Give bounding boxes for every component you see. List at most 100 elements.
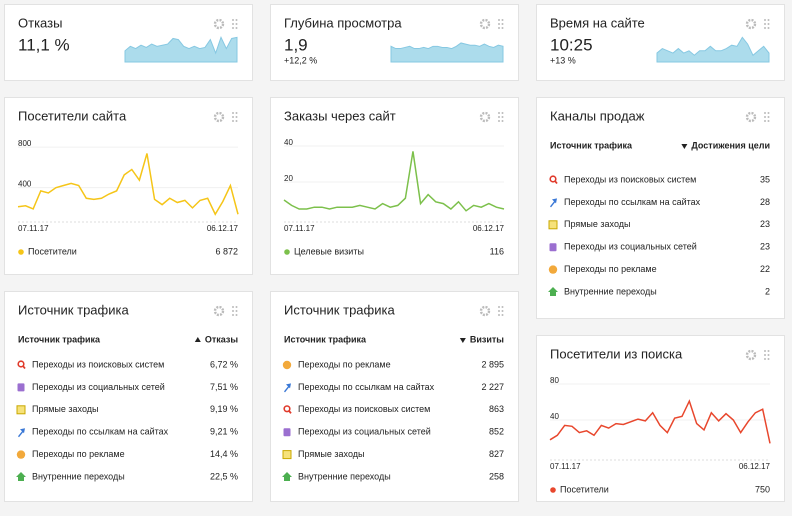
drag-handle[interactable]: [501, 19, 504, 21]
drag-handle[interactable]: [498, 23, 500, 25]
legend-dot: [284, 249, 290, 255]
drag-handle[interactable]: [498, 120, 500, 122]
drag-handle[interactable]: [498, 116, 500, 118]
drag-handle[interactable]: [232, 27, 234, 29]
drag-handle[interactable]: [501, 120, 504, 122]
drag-handle[interactable]: [232, 116, 234, 118]
icon-internal: [282, 472, 292, 481]
card: [4, 291, 253, 502]
icon-internal: [548, 287, 558, 296]
drag-handle[interactable]: [235, 310, 238, 312]
row-label: Прямые заходы: [32, 404, 98, 414]
drag-handle[interactable]: [767, 120, 770, 122]
column-header: Визиты: [470, 334, 504, 344]
row-value: 23: [760, 242, 770, 252]
x-tick-label: 07.11.17: [284, 224, 315, 233]
drag-handle[interactable]: [498, 314, 500, 316]
drag-handle[interactable]: [232, 23, 234, 25]
legend-label: Целевые визиты: [294, 246, 364, 256]
drag-handle[interactable]: [501, 23, 504, 25]
sort-arrow[interactable]: [194, 337, 201, 342]
drag-handle[interactable]: [764, 19, 766, 21]
drag-handle[interactable]: [501, 306, 504, 308]
sort-arrow[interactable]: [459, 338, 466, 343]
drag-handle[interactable]: [498, 306, 500, 308]
drag-handle[interactable]: [235, 27, 238, 29]
icon-search: [17, 360, 25, 368]
row-label: Переходы по рекламе: [298, 359, 391, 369]
drag-handle[interactable]: [232, 19, 234, 21]
drag-handle[interactable]: [767, 350, 770, 352]
legend-total: 6 872: [215, 246, 238, 256]
drag-handle[interactable]: [764, 27, 766, 29]
drag-handle[interactable]: [764, 354, 766, 356]
drag-handle[interactable]: [232, 112, 234, 114]
drag-handle[interactable]: [235, 314, 238, 316]
drag-handle[interactable]: [232, 120, 234, 122]
row-label: Прямые заходы: [298, 449, 364, 459]
settings-icon[interactable]: [479, 305, 491, 317]
drag-handle[interactable]: [498, 112, 500, 114]
drag-handle[interactable]: [764, 116, 766, 118]
drag-handle[interactable]: [767, 354, 770, 356]
card: [270, 291, 519, 502]
row-label: Переходы из социальных сетей: [564, 242, 697, 252]
drag-handle[interactable]: [764, 112, 766, 114]
drag-handle[interactable]: [501, 112, 504, 114]
drag-handle[interactable]: [235, 120, 238, 122]
drag-handle[interactable]: [764, 350, 766, 352]
drag-handle[interactable]: [501, 314, 504, 316]
card-title: Источник трафика: [18, 302, 129, 317]
column-header: Отказы: [205, 334, 239, 344]
drag-handle[interactable]: [767, 23, 770, 25]
drag-handle[interactable]: [235, 116, 238, 118]
row-value: 9,19 %: [210, 404, 238, 414]
drag-handle[interactable]: [767, 27, 770, 29]
row-value: 22: [760, 264, 770, 274]
drag-handle[interactable]: [235, 23, 238, 25]
icon-direct: [282, 450, 292, 460]
settings-icon[interactable]: [213, 111, 225, 123]
icon-direct: [16, 405, 26, 415]
row-value: 2: [765, 286, 770, 296]
y-tick-label: 80: [550, 376, 559, 385]
drag-handle[interactable]: [232, 314, 234, 316]
row-value: 14,4 %: [210, 449, 238, 459]
drag-handle[interactable]: [498, 310, 500, 312]
drag-handle[interactable]: [235, 112, 238, 114]
row-value: 28: [760, 197, 770, 207]
icon-link: [18, 428, 25, 438]
drag-handle[interactable]: [767, 19, 770, 21]
drag-handle[interactable]: [767, 112, 770, 114]
settings-icon[interactable]: [213, 305, 225, 317]
row-label: Переходы по ссылкам на сайтах: [564, 197, 701, 207]
settings-icon[interactable]: [213, 18, 225, 30]
drag-handle[interactable]: [498, 27, 500, 29]
settings-icon[interactable]: [745, 349, 757, 361]
settings-icon[interactable]: [479, 18, 491, 30]
drag-handle[interactable]: [501, 310, 504, 312]
drag-handle[interactable]: [501, 27, 504, 29]
settings-icon[interactable]: [745, 18, 757, 30]
drag-handle[interactable]: [501, 116, 504, 118]
drag-handle[interactable]: [767, 358, 770, 360]
drag-handle[interactable]: [498, 19, 500, 21]
row-label: Переходы из социальных сетей: [298, 427, 431, 437]
row-value: 35: [760, 174, 770, 184]
settings-icon[interactable]: [479, 111, 491, 123]
drag-handle[interactable]: [767, 116, 770, 118]
drag-handle[interactable]: [235, 306, 238, 308]
drag-handle[interactable]: [764, 120, 766, 122]
row-value: 2 895: [481, 359, 504, 369]
drag-handle[interactable]: [232, 306, 234, 308]
drag-handle[interactable]: [232, 310, 234, 312]
drag-handle[interactable]: [764, 23, 766, 25]
drag-handle[interactable]: [235, 19, 238, 21]
drag-handle[interactable]: [764, 358, 766, 360]
card: [4, 97, 253, 275]
card-title: Посетители из поиска: [550, 346, 683, 361]
icon-social: [549, 243, 557, 252]
row-label: Переходы по рекламе: [564, 264, 657, 274]
settings-icon[interactable]: [745, 111, 757, 123]
sort-arrow[interactable]: [681, 144, 688, 149]
